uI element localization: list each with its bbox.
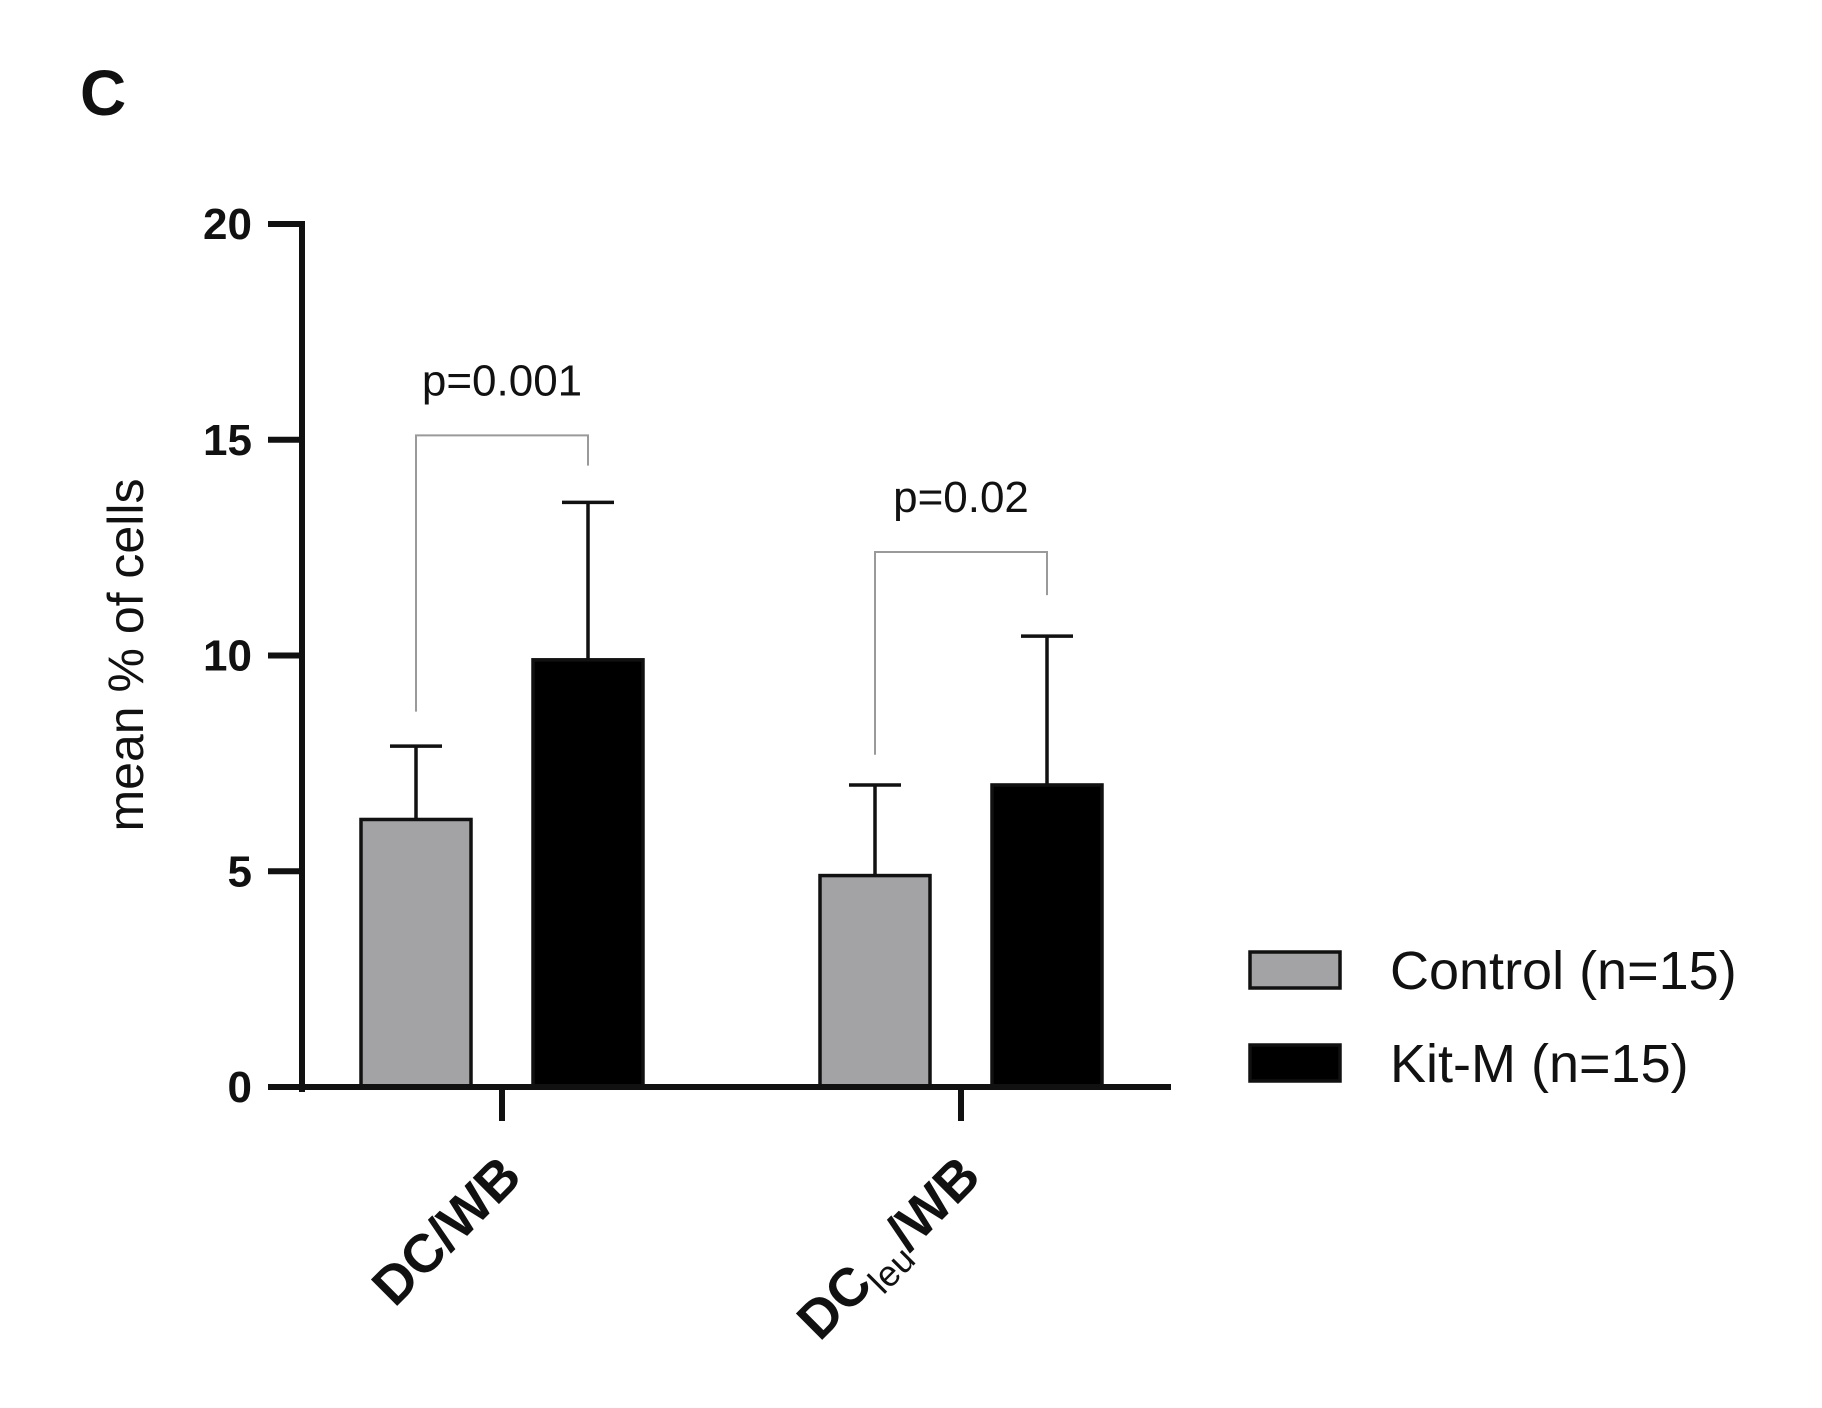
bar-control-1 — [818, 873, 932, 1089]
significance-bracket-0 — [415, 434, 589, 712]
significance-bracket-1 — [874, 550, 1048, 755]
axes-layer: 0 5 10 15 20 — [203, 200, 1171, 1121]
p-value-label-0: p=0.001 — [422, 356, 582, 405]
bar-kit_m-1 — [990, 783, 1104, 1089]
legend-swatch-control — [1248, 950, 1342, 990]
y-tick-label-2: 10 — [203, 632, 252, 681]
bars-layer — [359, 658, 1104, 1089]
x-tick-label-1: DCleu/WB — [786, 1145, 997, 1356]
y-tick-label-0: 0 — [228, 1063, 252, 1112]
bar-kit_m-0 — [531, 658, 645, 1089]
y-axis-title: mean % of cells — [98, 479, 154, 832]
x-tick-labels: DC/WB DCleu/WB — [361, 1145, 997, 1356]
panel-letter: C — [80, 57, 126, 129]
y-tick-label-4: 20 — [203, 200, 252, 249]
significance-layer: p=0.001 p=0.02 — [415, 356, 1048, 755]
y-tick-label-1: 5 — [228, 847, 252, 896]
bar-control-0 — [359, 817, 473, 1089]
error-bars-layer — [390, 500, 1073, 876]
legend-label-kit_m: Kit-M (n=15) — [1390, 1034, 1689, 1094]
x-tick-label-0: DC/WB — [361, 1145, 533, 1317]
p-value-label-1: p=0.02 — [893, 473, 1029, 522]
legend-label-control: Control (n=15) — [1390, 941, 1737, 1001]
legend: Control (n=15) Kit-M (n=15) — [1248, 941, 1737, 1094]
y-tick-label-3: 15 — [203, 416, 252, 465]
legend-swatch-kit_m — [1248, 1043, 1342, 1083]
